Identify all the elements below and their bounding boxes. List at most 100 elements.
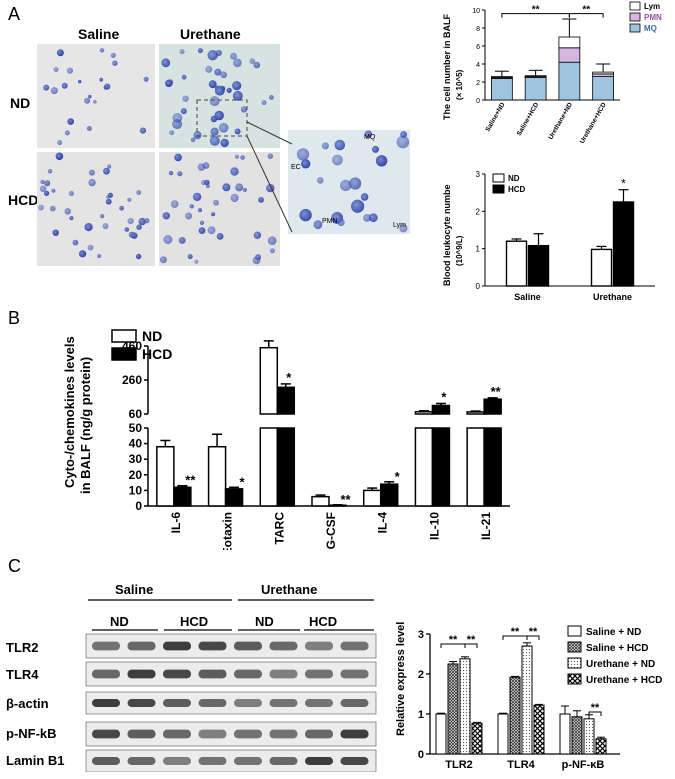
bar-saline-nd [559, 713, 571, 755]
legend-swatch [567, 673, 582, 685]
cell-dot [240, 106, 248, 113]
cell-dot [232, 81, 242, 91]
bar-mq [524, 77, 547, 101]
blot-band [163, 729, 191, 739]
blot-band [198, 757, 227, 765]
micrograph-urethane-nd [159, 44, 280, 148]
cell-dot [50, 205, 56, 212]
x-tick-label: Saline+HCD [516, 101, 541, 137]
blot-band [340, 641, 369, 651]
blot-band [198, 729, 227, 739]
cell-dot [40, 179, 45, 185]
cell-dot [240, 155, 245, 160]
x-tick-label: p-NF-κB [562, 759, 605, 771]
x-tick-label: TLR4 [507, 759, 535, 771]
cell-dot [192, 192, 202, 202]
micrograph-images [37, 44, 410, 266]
blot-band [340, 729, 369, 739]
blot-band [269, 757, 298, 765]
cell-dot [78, 79, 82, 84]
cell-dot [107, 192, 113, 198]
sig-label: ** [532, 5, 540, 16]
bar-lym [524, 75, 547, 77]
cell-dot [201, 180, 207, 186]
cell-dot [360, 193, 369, 201]
cell-dot [100, 214, 105, 219]
blot-band [92, 699, 120, 707]
cell-dot [332, 154, 343, 166]
cell-dot [180, 108, 187, 115]
bar-mq [592, 76, 614, 101]
bar-hcd [527, 244, 550, 287]
x-tick-label: TARC [272, 512, 286, 545]
legend-swatch [492, 184, 505, 194]
cell-dot [55, 152, 64, 161]
cell-dot [187, 254, 193, 260]
y-tick-label: 0 [476, 282, 481, 291]
y-tick-label: 40 [129, 437, 143, 451]
y-tick-label: 10 [472, 8, 480, 15]
panel-label-c: C [8, 556, 21, 576]
y-tick-label: 8 [476, 26, 480, 33]
cell-dot [50, 87, 58, 95]
sig-label: ** [491, 384, 502, 399]
bar-nd [207, 445, 227, 507]
chart-cytokines: Cyto-/chemokines levels in BALF (ng/g pr… [62, 328, 510, 550]
legend-swatch [492, 173, 505, 183]
cell-dot [337, 218, 345, 227]
cell-dot [211, 212, 216, 217]
cell-dot [317, 177, 324, 184]
x-tick-label: IL-10 [427, 512, 441, 540]
cell-dot [334, 139, 346, 151]
blot-band [269, 669, 298, 679]
cell-dot [69, 216, 74, 221]
cell-dot [86, 126, 92, 131]
blot-band [127, 757, 156, 765]
sig-label: ** [582, 5, 590, 16]
cell-dot [136, 190, 142, 195]
bar-hcd-lower [483, 427, 502, 507]
cell-dot [299, 208, 312, 222]
cell-dot [174, 153, 182, 162]
bar-lym [491, 76, 513, 78]
bar-nd-upper [259, 346, 279, 415]
blot-band [269, 729, 298, 739]
cell-dot [207, 226, 216, 235]
wb-label-tlr4: TLR4 [6, 667, 39, 682]
sig-label: * [240, 474, 246, 489]
cell-dot [301, 159, 311, 169]
y-tick-label: 50 [129, 421, 143, 435]
cell-dot [234, 154, 239, 159]
cell-dot [99, 77, 104, 82]
legend-label: MQ [644, 24, 657, 33]
bar-nd [590, 248, 613, 287]
cell-dot [197, 163, 206, 171]
chart-cell-number-ylabel2: (× 10^5) [455, 69, 464, 100]
x-tick-label: G-CSF [324, 512, 338, 549]
inset-label-ec: EC [291, 164, 301, 171]
chart-blood-leukocyte-ylabel2: (10^9/L) [455, 235, 464, 266]
sig-label: * [286, 370, 292, 385]
cell-dot [47, 169, 53, 174]
cell-dot [207, 50, 218, 61]
cell-dot [261, 100, 267, 106]
cell-dot [172, 113, 183, 123]
cell-dot [197, 48, 203, 54]
col-label-urethane: Urethane [180, 26, 241, 42]
bar-urethane-hcd [533, 704, 545, 755]
wb-group-saline: Saline [115, 582, 153, 597]
bar-hcd [379, 483, 399, 507]
x-tick-label: Urethane+ND [547, 101, 574, 141]
bar-nd-lower [259, 427, 279, 507]
legend-swatch [629, 12, 641, 22]
cell-dot [57, 140, 63, 146]
inset-label-lym: Lym [393, 222, 406, 229]
bar-hcd-upper [276, 386, 296, 415]
cell-dot [127, 218, 134, 225]
blot-band [92, 729, 120, 739]
wb-group-urethane: Urethane [261, 582, 317, 597]
cell-dot [43, 84, 50, 91]
cell-dot [214, 85, 225, 96]
legend-label: HCD [142, 346, 172, 362]
y-tick-label: 4 [476, 62, 480, 69]
